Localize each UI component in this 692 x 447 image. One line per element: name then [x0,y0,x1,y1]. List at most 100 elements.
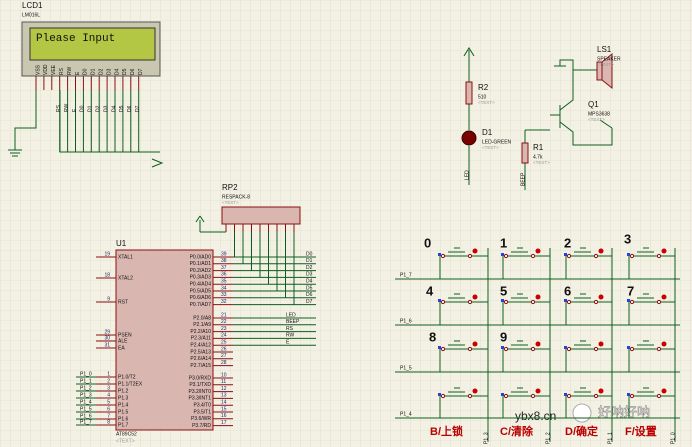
net-label: D3 [103,105,109,112]
part-ref: D1 [482,128,493,137]
beep-wire [524,69,613,190]
mcu-model: AT89C52 [116,431,137,437]
key-dot [472,294,478,300]
lcd-pin-label: D6 [130,68,136,75]
part-value: 510 [478,94,487,100]
pin-name: P3.2/INT0 [188,389,211,395]
mcu-body [115,249,214,431]
key-switch [565,293,612,325]
function-label: F/设置 [625,424,657,438]
key-contact [656,253,662,259]
pin-number: 39 [221,251,227,257]
key-contact [503,346,509,352]
led-wire [463,47,475,185]
pin-name: P3.5/T1 [193,409,211,415]
pin-name: P3.1/TXD [189,382,211,388]
key-label: 7 [627,283,634,298]
resistor-r2 [465,81,473,105]
lcd-screen [29,27,156,61]
pin-number: 15 [221,406,227,412]
net-label: RW [64,103,70,112]
key-contact [593,299,599,305]
key-contact [530,253,536,259]
lcd-pin-label: D7 [138,68,144,75]
lcd-pin-label: E [75,71,81,75]
mcu-note: <TEXT> [116,438,135,444]
pin-number: 29 [104,329,110,335]
key-label: 6 [564,283,571,298]
key-label: 2 [564,235,571,250]
speaker-wire [554,59,574,70]
function-label: B/上锁 [430,424,463,438]
pin-name: P1.4 [118,402,129,408]
pin-name: P1.2 [118,388,129,394]
lcd-pin-label: VEE [51,64,57,75]
key-contact [530,393,536,399]
key-contact [467,393,473,399]
net-label: D2 [306,265,313,271]
net-label: D7 [306,299,313,305]
pin-name: P0.1/AD1 [190,261,212,267]
watermark-site: ybx8.cn [515,409,556,423]
part-note: <TEXT> [597,62,614,67]
key-contact [467,253,473,259]
resistor-r1 [521,142,529,164]
key-contact [530,346,536,352]
pin-number: 24 [221,333,227,339]
pin-name: P0.7/AD7 [190,302,212,308]
lcd-pin-label: D3 [106,68,112,75]
net-label: RS [286,326,294,332]
respack-body [221,206,301,225]
pin-number: 36 [221,272,227,278]
net-label: D6 [127,105,133,112]
pin-name: P2.6/A14 [190,356,211,362]
key-dot [598,388,604,394]
net-label: P1_5 [400,365,412,371]
pin-number: 38 [221,258,227,264]
key-switch [565,247,612,279]
net-label: BEEP [520,172,526,186]
key-pin [438,299,441,302]
key-contact [440,253,446,259]
net-label: RS [56,104,62,112]
lcd-ref: LCD1 [22,1,43,10]
pin-name: P0.3/AD3 [190,275,212,281]
net-label: D0 [80,105,86,112]
pin-number: 13 [221,393,227,399]
key-contact [566,346,572,352]
part-note: <TEXT> [222,200,239,205]
key-label: 3 [624,231,631,246]
pin-number: 18 [104,272,110,278]
net-label: D0 [306,251,313,257]
pin-number: 30 [104,335,110,341]
pin-number: 2 [107,378,110,384]
net-label: P1_2 [545,432,551,444]
net-label: P1_4 [400,411,412,417]
key-switch [628,293,675,325]
pin-name: P0.5/AD5 [190,288,212,294]
pin-name: P1.7 [118,422,129,428]
part-note: <TEXT> [482,145,499,150]
lcd-text: Please Input [36,33,115,45]
net-label: P1_6 [400,318,412,324]
net-label: E [72,108,78,112]
part-value: 4.7k [533,154,543,160]
key-contact [503,299,509,305]
key-pin [564,253,567,256]
pin-number: 32 [221,299,227,305]
net-label: P1_3 [483,432,489,444]
key-label: 1 [500,235,507,250]
key-contact [593,253,599,259]
key-label: 8 [429,329,436,344]
key-contact [467,299,473,305]
pin-name: P1.3 [118,395,129,401]
key-dot [535,248,541,254]
key-contact [656,299,662,305]
net-label: D5 [306,285,313,291]
key-switch [628,247,675,279]
pin-name: P3.6/WR [191,416,211,422]
net-label: D6 [306,292,313,298]
pin-name: P2.2/A10 [190,329,211,335]
pin-name: ALE [118,338,128,344]
